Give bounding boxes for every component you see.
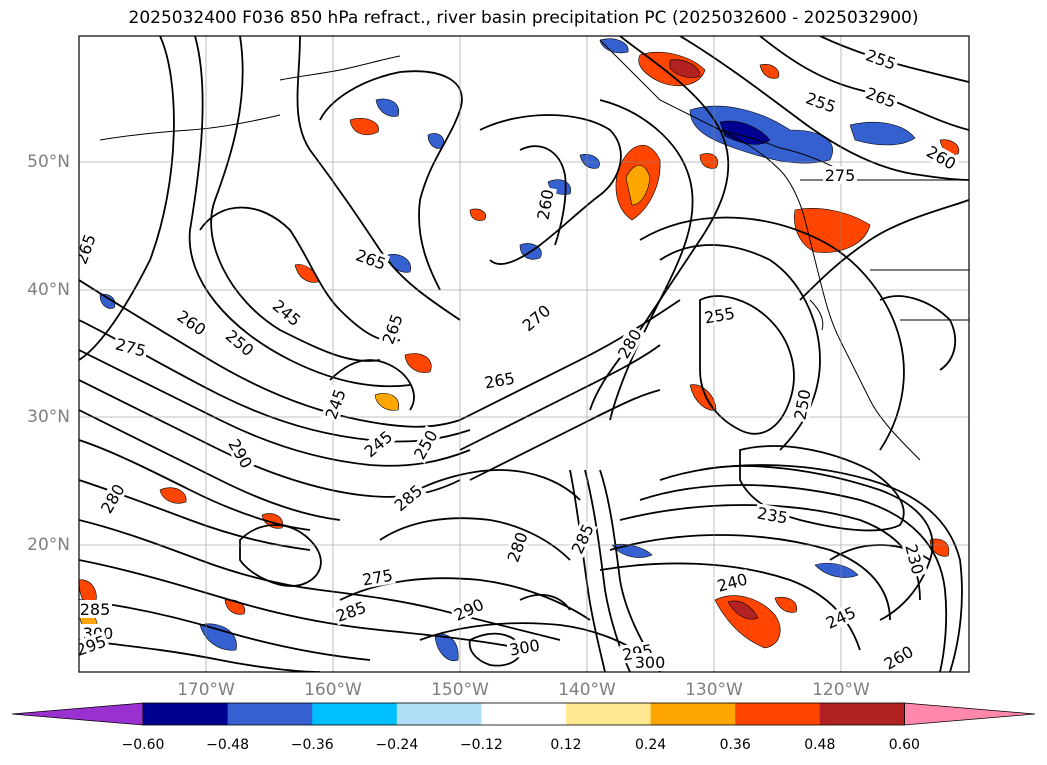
contour-label-background <box>861 82 901 112</box>
contour-label-background <box>713 569 751 596</box>
lon-label-170w: 170°W <box>177 680 235 700</box>
contour-label-background <box>506 635 543 659</box>
contour-label-background <box>331 596 371 626</box>
colorbar-swatch <box>566 703 652 725</box>
lat-label-30n: 30°N <box>27 407 70 427</box>
contour-label: 300 <box>635 653 666 672</box>
colorbar-swatch <box>227 703 313 725</box>
contour-label-background <box>861 44 901 74</box>
contour-label-background <box>359 425 397 462</box>
contour-label-background <box>533 186 557 223</box>
contour-label-background <box>268 294 306 331</box>
contour-label-background <box>823 166 857 184</box>
contour-label-background <box>481 368 518 392</box>
colorbar-tick-label: 0.12 <box>550 737 582 753</box>
lon-label-140w: 140°W <box>558 680 616 700</box>
contour-label-background <box>801 87 841 117</box>
map-title: 2025032400 F036 850 hPa refract., river … <box>128 8 919 28</box>
lon-label-120w: 120°W <box>812 680 870 700</box>
colorbar-tick-label: −0.36 <box>290 737 334 753</box>
contour-label-background <box>377 309 407 349</box>
colorbar-extend-min <box>11 702 144 726</box>
colorbar-swatch <box>312 703 398 725</box>
colorbar <box>11 702 1036 726</box>
lon-label-150w: 150°W <box>431 680 489 700</box>
colorbar-tick-label: −0.48 <box>206 737 250 753</box>
lat-label-40n: 40°N <box>27 280 70 300</box>
contour-labels: 2652602552752652602652552452602502752452… <box>79 44 961 672</box>
lon-label-130w: 130°W <box>685 680 743 700</box>
contour-label-background <box>821 601 860 633</box>
colorbar-frame <box>142 702 905 726</box>
contour-label-background <box>790 386 814 423</box>
contour-label-background <box>901 540 928 578</box>
contour-label-background <box>701 303 738 327</box>
colorbar-swatch <box>650 703 736 725</box>
contour-label-background <box>922 141 961 174</box>
lat-label-20n: 20°N <box>27 535 70 555</box>
colorbar-tick-label: −0.24 <box>375 737 419 753</box>
contour-label-background <box>224 434 257 473</box>
colorbar-tick-label: 0.36 <box>719 737 751 753</box>
contour-label-background <box>79 229 100 269</box>
contour-label-background <box>221 324 259 361</box>
colorbar-swatch <box>143 703 229 725</box>
lat-label-50n: 50°N <box>27 152 70 172</box>
contour-label-background <box>79 600 112 618</box>
contour-label-background <box>633 653 667 671</box>
colorbar-tick-label: −0.12 <box>459 737 503 753</box>
contour-label-background <box>517 299 555 336</box>
contour-label-background <box>502 527 532 567</box>
colorbar-tick-label: 0.48 <box>804 737 836 753</box>
contour-label-background <box>112 334 150 361</box>
colorbar-tick-label: −0.60 <box>121 737 165 753</box>
colorbar-tick-label: 0.60 <box>888 737 920 753</box>
contour-label-background <box>449 593 488 625</box>
contour-label-background <box>879 641 918 672</box>
precipitation-shading <box>79 38 960 662</box>
contour-label-background <box>172 305 211 340</box>
contour-label-background <box>613 324 646 363</box>
colorbar-swatch <box>819 703 905 725</box>
contour-label-background <box>96 479 129 518</box>
contour-label-background <box>320 384 350 424</box>
colorbar-swatch <box>396 703 482 725</box>
contour-label-background <box>79 630 111 660</box>
contour-label: 285 <box>80 600 111 619</box>
contour-label-background <box>409 425 442 464</box>
colorbar-swatch <box>735 703 821 725</box>
contour-label-background <box>359 565 396 589</box>
contour-label-background <box>389 479 427 516</box>
contour-label-background <box>351 244 391 274</box>
contour-label-background <box>566 519 598 558</box>
lon-label-160w: 160°W <box>304 680 362 700</box>
colorbar-tick-label: 0.24 <box>635 737 667 753</box>
colorbar-swatch <box>481 703 567 725</box>
map-frame <box>78 35 970 673</box>
colorbar-extend-max <box>904 702 1036 726</box>
contour-label-background <box>754 503 791 527</box>
contour-label: 275 <box>825 166 856 185</box>
coastlines <box>99 39 969 461</box>
